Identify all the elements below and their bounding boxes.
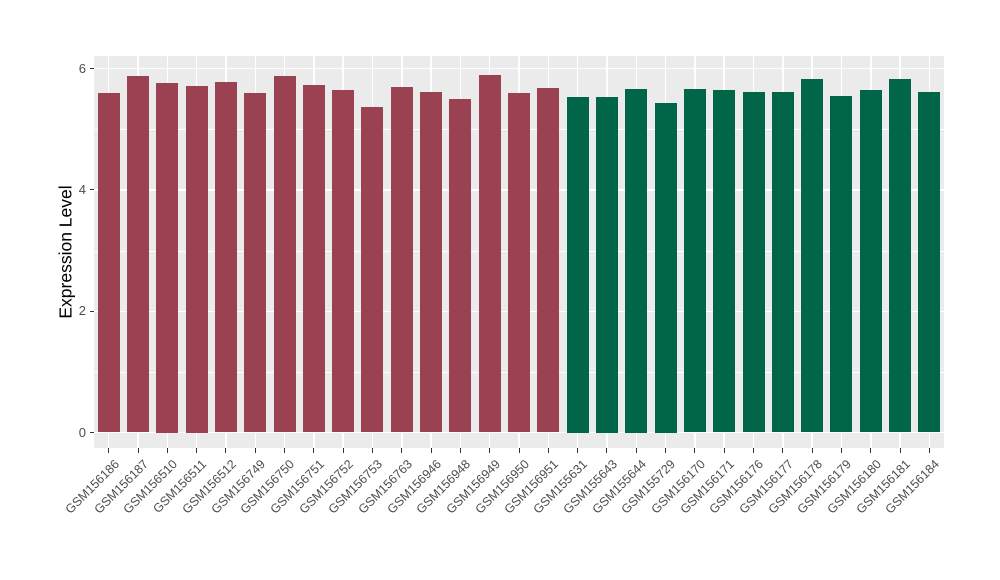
bar-GSM156170 — [683, 89, 706, 433]
bar-GSM156184 — [918, 92, 941, 433]
x-tick-mark — [137, 448, 139, 453]
bar-GSM155643 — [595, 97, 618, 433]
x-tick-mark — [459, 448, 461, 453]
bar-GSM156178 — [801, 78, 824, 433]
x-tick-mark — [870, 448, 872, 453]
x-tick-mark — [284, 448, 285, 453]
bar-GSM156512 — [214, 81, 237, 433]
bar-GSM156181 — [889, 78, 911, 433]
plot-panel — [94, 56, 944, 448]
bar-GSM156171 — [713, 89, 736, 433]
x-tick-mark — [694, 448, 696, 453]
y-tick-label: 6 — [78, 60, 86, 76]
bar-GSM156177 — [771, 91, 794, 433]
y-tick-label: 2 — [78, 303, 86, 319]
x-tick-mark — [577, 448, 579, 453]
x-tick-mark — [342, 448, 344, 453]
bar-GSM156180 — [859, 89, 882, 433]
bar-GSM156176 — [742, 92, 765, 433]
x-tick-mark — [166, 448, 168, 453]
x-tick-mark — [899, 448, 901, 453]
x-tick-mark — [430, 448, 432, 453]
x-tick-mark — [928, 448, 930, 453]
bar-GSM155631 — [566, 97, 589, 433]
bar-GSM156948 — [449, 99, 472, 433]
x-tick-mark — [254, 448, 256, 453]
x-tick-mark — [753, 448, 754, 453]
x-tick-mark — [108, 448, 110, 453]
x-tick-mark — [313, 448, 315, 453]
bar-GSM156753 — [361, 106, 384, 433]
x-tick-mark — [723, 448, 725, 453]
y-tick-label: 4 — [78, 181, 86, 197]
bar-GSM155729 — [654, 102, 677, 433]
bar-GSM156751 — [302, 84, 325, 433]
bar-GSM156179 — [830, 95, 853, 433]
x-tick-mark — [401, 448, 403, 453]
y-tick-mark — [89, 68, 94, 69]
x-tick-mark — [840, 448, 842, 453]
x-tick-mark — [665, 448, 667, 453]
bar-GSM156187 — [127, 76, 149, 433]
bar-GSM156763 — [390, 86, 413, 433]
x-tick-mark — [606, 448, 608, 453]
bar-GSM156750 — [273, 76, 296, 433]
bar-GSM156949 — [478, 74, 501, 433]
bar-GSM155644 — [625, 88, 648, 433]
bar-GSM156951 — [537, 87, 560, 433]
x-tick-mark — [547, 448, 549, 453]
x-tick-mark — [196, 448, 198, 453]
x-tick-mark — [518, 448, 520, 453]
x-tick-mark — [371, 448, 373, 453]
x-tick-mark — [782, 448, 784, 453]
y-tick-mark — [89, 189, 94, 191]
y-tick-mark — [89, 310, 94, 312]
y-tick-mark — [89, 432, 94, 433]
x-tick-mark — [225, 448, 227, 453]
x-tick-mark — [635, 448, 637, 453]
x-tick-mark — [811, 448, 813, 453]
bar-GSM156511 — [185, 85, 208, 433]
bar-GSM156752 — [332, 89, 355, 433]
bar-GSM156749 — [244, 92, 267, 433]
bar-GSM156950 — [508, 92, 530, 433]
x-tick-mark — [489, 448, 491, 453]
bar-GSM156946 — [420, 92, 443, 433]
y-axis-title: Expression Level — [55, 185, 76, 319]
bar-GSM156186 — [97, 93, 120, 433]
bar-GSM156510 — [156, 82, 179, 433]
y-tick-label: 0 — [78, 424, 86, 440]
